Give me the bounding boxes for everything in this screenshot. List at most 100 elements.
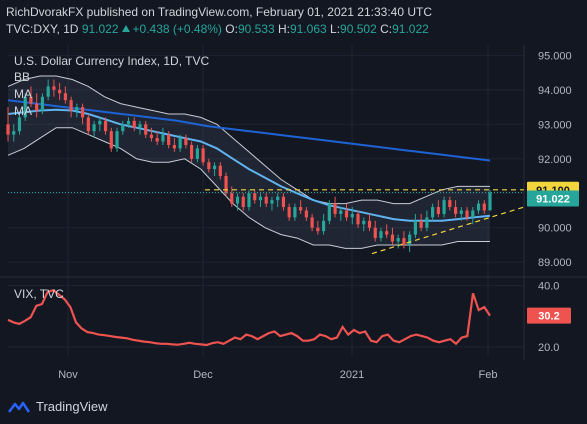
candle-body: [276, 196, 280, 201]
candle-body: [29, 96, 33, 104]
legend-ma-2[interactable]: MA: [14, 104, 32, 118]
candle-body: [201, 148, 205, 163]
symbol-line: TVC:DXY, 1D 91.022 +0.438 (+0.48%) O:90.5…: [6, 22, 429, 36]
candle-body: [149, 134, 154, 139]
last-price-badge-label: 91.022: [536, 193, 570, 205]
tradingview-logo[interactable]: TradingView: [8, 399, 108, 414]
time-tick-label: Nov: [58, 369, 78, 381]
candle-body: [63, 93, 67, 101]
candle-body: [425, 217, 429, 228]
candle-body: [281, 196, 286, 208]
candle-body: [356, 213, 360, 225]
candle-body: [224, 176, 228, 194]
symbol-name[interactable]: TVC:DXY, 1D: [6, 22, 79, 36]
candle-body: [379, 231, 383, 239]
candle-body: [390, 234, 395, 242]
candle-body: [167, 134, 171, 145]
legend-ma-1[interactable]: MA: [14, 87, 32, 101]
candle-body: [35, 103, 39, 111]
candle-body: [488, 192, 492, 211]
candle-body: [453, 207, 458, 214]
bollinger-fill: [8, 76, 490, 249]
candle-body: [436, 207, 440, 214]
chart-title: U.S. Dollar Currency Index, 1D, TVC: [14, 54, 210, 68]
candle-body: [270, 200, 274, 204]
candle-body: [80, 107, 85, 118]
price-tick-label: 90.000: [538, 223, 572, 235]
candle-body: [344, 210, 349, 218]
vix-tick-label: 40.0: [538, 281, 559, 293]
candle-body: [327, 203, 331, 221]
candle-body: [333, 203, 337, 214]
last-price-badge: [527, 190, 579, 207]
candle-body: [172, 144, 177, 149]
open-label: O:: [225, 22, 238, 36]
high-label: H:: [277, 22, 290, 36]
candle-body: [316, 227, 320, 232]
price-tick-label: 92.000: [538, 154, 572, 166]
candle-body: [253, 193, 257, 201]
candle-body: [367, 220, 372, 228]
low-label: L:: [330, 22, 341, 36]
candle-body: [402, 238, 406, 245]
low-value: 90.502: [340, 22, 377, 36]
candle-body: [184, 138, 188, 145]
candle-body: [419, 220, 423, 228]
candle-body: [23, 96, 27, 118]
time-tick-label: Dec: [193, 369, 213, 381]
candle-body: [58, 89, 62, 94]
candle-body: [178, 138, 182, 149]
vix-title: VIX, TVC: [14, 287, 64, 301]
price-tick-label: 95.000: [538, 50, 572, 62]
candle-body: [132, 120, 136, 128]
candle-body: [350, 213, 354, 218]
candle-body: [442, 200, 446, 214]
candle-body: [92, 124, 96, 132]
candle-body: [287, 207, 291, 218]
candle-body: [339, 210, 343, 214]
candle-body: [448, 200, 452, 208]
vix-last-badge: [527, 307, 571, 324]
candle-body: [144, 124, 148, 135]
time-tick-label: 2021: [340, 369, 364, 381]
bollinger-upper: [7, 75, 490, 205]
candle-body: [241, 196, 245, 208]
close-label: C:: [380, 22, 393, 36]
open-value: 90.533: [237, 22, 275, 36]
candle-body: [264, 196, 268, 204]
candle-body: [12, 131, 16, 135]
candle-body: [126, 120, 131, 125]
candle-body: [75, 107, 79, 111]
vix-line: [7, 288, 491, 347]
candle-body: [212, 165, 217, 170]
price-tick-label: 89.000: [538, 257, 572, 269]
candle-body: [258, 196, 263, 201]
candle-body: [40, 96, 45, 111]
candle-body: [218, 165, 222, 177]
candle-body: [115, 131, 119, 149]
candle-body: [46, 86, 50, 97]
candle-body: [230, 193, 234, 204]
candle-body: [138, 124, 142, 128]
candle-body: [52, 86, 56, 90]
candle-body: [161, 134, 165, 142]
axes: 95.00094.00093.00092.00091.00090.00089.0…: [58, 50, 579, 381]
vix-pane: [7, 288, 491, 347]
candle-body: [103, 120, 108, 132]
tradingview-icon: [8, 401, 30, 413]
candle-body: [98, 120, 102, 125]
legend-bb[interactable]: BB: [14, 70, 31, 84]
candle-body: [310, 217, 314, 228]
high-value: 91.063: [289, 22, 327, 36]
candle-body: [293, 207, 297, 218]
last-price: 91.022: [81, 22, 119, 36]
ma-long-line: [7, 99, 491, 162]
candle-body: [413, 220, 418, 235]
price-tick-label: 94.000: [538, 85, 572, 97]
time-tick-label: Feb: [479, 369, 498, 381]
candle-body: [431, 207, 435, 218]
candle-body: [17, 117, 22, 132]
candle-body: [373, 227, 377, 239]
vix-last-badge-label: 30.2: [538, 311, 559, 323]
